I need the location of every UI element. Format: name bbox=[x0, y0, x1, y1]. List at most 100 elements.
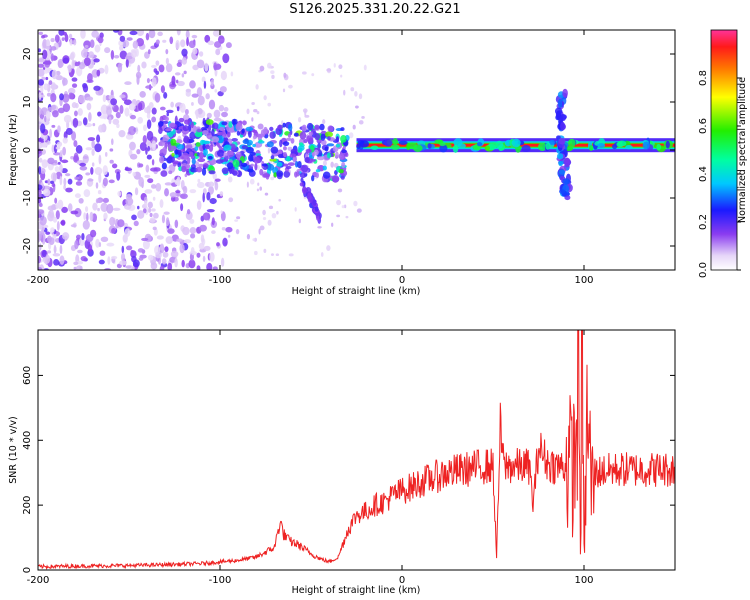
spectrogram-cell bbox=[560, 121, 566, 131]
snr-ytick-label: 400 bbox=[22, 431, 33, 450]
spectrogram-cell bbox=[220, 70, 227, 81]
spectrogram-cell bbox=[130, 265, 135, 270]
spectrogram-cell bbox=[255, 84, 259, 90]
spectrogram-cell bbox=[308, 151, 313, 159]
spectrogram-cell bbox=[625, 145, 633, 150]
spectrogram-cell bbox=[335, 136, 340, 143]
spectrogram-cell bbox=[223, 144, 232, 151]
spectrogram-xtick-label: -100 bbox=[209, 275, 232, 286]
spectrogram-cell bbox=[162, 146, 167, 155]
spectrogram-cell bbox=[177, 162, 182, 168]
spectrogram-cell bbox=[47, 250, 52, 254]
spectrogram-cell bbox=[235, 151, 242, 159]
spectrogram-cell bbox=[71, 131, 77, 141]
spectrogram-cell bbox=[158, 64, 165, 73]
spectrogram-cell bbox=[82, 84, 89, 93]
spectrogram-cell bbox=[186, 209, 191, 215]
spectrogram-cell bbox=[196, 265, 201, 270]
spectrogram-cell bbox=[40, 168, 46, 174]
spectrogram-cell bbox=[162, 134, 170, 142]
spectrogram-cell bbox=[125, 134, 134, 140]
spectrogram-cell bbox=[521, 144, 531, 152]
spectrogram-cell bbox=[562, 178, 571, 185]
spectrogram-cell bbox=[92, 202, 98, 211]
spectrogram-cell bbox=[97, 111, 102, 117]
spectrogram-cell bbox=[293, 132, 299, 137]
spectrogram-cell bbox=[59, 244, 63, 255]
spectrogram-cell bbox=[198, 242, 205, 250]
spectrogram-cell bbox=[326, 143, 335, 147]
spectrogram-cell bbox=[52, 173, 57, 183]
spectrogram-cell bbox=[83, 212, 87, 220]
spectrogram-cell bbox=[331, 175, 340, 183]
spectrogram-cell bbox=[65, 187, 73, 193]
spectrogram-cell bbox=[183, 135, 190, 144]
spectrogram-cell bbox=[190, 233, 196, 239]
spectrogram-cell bbox=[325, 131, 334, 138]
spectrogram-cell bbox=[313, 149, 319, 156]
spectrogram-cell bbox=[204, 62, 209, 72]
spectrogram-cell bbox=[196, 252, 201, 258]
spectrogram-cell bbox=[90, 166, 94, 175]
spectrogram-cell bbox=[89, 211, 94, 222]
spectrogram-cell bbox=[348, 132, 354, 139]
spectrogram-cell bbox=[78, 197, 84, 204]
spectrogram-cell bbox=[59, 255, 65, 265]
spectrogram-cell bbox=[74, 193, 81, 199]
spectrogram-cell bbox=[47, 178, 51, 186]
spectrogram-cell bbox=[121, 245, 125, 254]
spectrogram-cell bbox=[337, 188, 343, 193]
spectrogram-cell bbox=[189, 218, 195, 224]
spectrogram-cell bbox=[41, 159, 49, 168]
spectrogram-cell bbox=[176, 106, 180, 112]
spectrogram-cell bbox=[199, 139, 205, 146]
spectrogram-cell bbox=[165, 49, 169, 55]
colorbar-tick-label: 0.6 bbox=[698, 118, 709, 134]
spectrogram-cell bbox=[38, 124, 41, 131]
spectrogram-cell bbox=[86, 102, 92, 111]
spectrogram-ytick-label: 0 bbox=[22, 147, 33, 153]
spectrogram-cell bbox=[106, 242, 115, 247]
spectrogram-cell bbox=[257, 182, 260, 186]
spectrogram-cell bbox=[189, 80, 196, 89]
spectrogram-cell bbox=[137, 210, 145, 219]
spectrogram-cell bbox=[169, 83, 177, 87]
spectrogram-cell bbox=[40, 85, 44, 94]
spectrogram-cell bbox=[38, 58, 45, 63]
spectrogram-cell bbox=[151, 208, 156, 212]
spectrogram-cell bbox=[59, 93, 64, 101]
snr-xtick-label: -100 bbox=[209, 575, 232, 586]
spectrogram-cell bbox=[137, 248, 144, 253]
spectrogram-cell bbox=[204, 34, 211, 43]
spectrogram-cell bbox=[218, 104, 225, 112]
spectrogram-cell bbox=[235, 123, 243, 131]
spectrogram-cell bbox=[93, 58, 100, 63]
spectrogram-cell bbox=[73, 110, 78, 117]
spectrogram-cell bbox=[287, 133, 291, 138]
spectrogram-cell bbox=[55, 75, 64, 81]
spectrogram-cell bbox=[42, 39, 48, 49]
spectrogram-cell bbox=[111, 255, 118, 260]
spectrogram-cell bbox=[138, 256, 144, 261]
spectrogram-cell bbox=[202, 255, 206, 263]
spectrogram-cell bbox=[38, 63, 44, 68]
spectrogram-cell bbox=[200, 234, 205, 243]
spectrogram-cell bbox=[340, 135, 347, 143]
spectrogram-cell bbox=[51, 69, 58, 80]
colorbar-tick-label: 0.2 bbox=[698, 214, 709, 230]
spectrogram-cell bbox=[57, 60, 63, 69]
spectrogram-cell bbox=[163, 92, 168, 99]
spectrogram-cell bbox=[216, 135, 225, 144]
spectrogram-cell bbox=[159, 199, 164, 208]
spectrogram-cell bbox=[121, 40, 130, 48]
spectrogram-cell bbox=[317, 142, 321, 149]
spectrogram-cell bbox=[80, 30, 86, 39]
spectrogram-cell bbox=[137, 205, 140, 210]
snr-panel: -200 -100 0 100 0 200 400 600 Height of straig… bbox=[8, 329, 676, 596]
spectrogram-cell bbox=[96, 134, 101, 143]
spectrogram-cell bbox=[287, 146, 293, 151]
spectrogram-cell bbox=[125, 58, 129, 68]
spectrogram-cell bbox=[63, 184, 67, 190]
spectrogram-cell bbox=[38, 92, 42, 101]
spectrogram-cell bbox=[157, 31, 163, 37]
